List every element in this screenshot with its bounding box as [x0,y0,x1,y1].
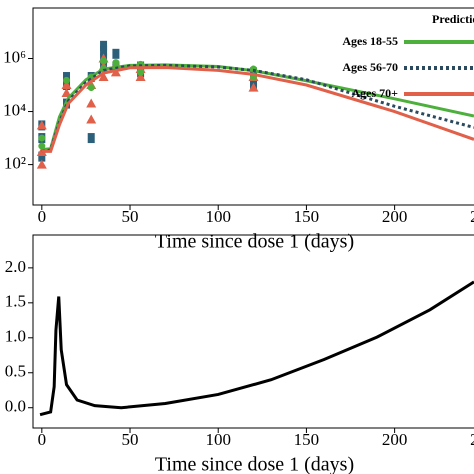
marker [38,151,46,162]
marker [100,45,108,56]
marker [86,114,97,124]
marker [98,72,109,82]
marker [100,57,108,65]
marker [112,48,120,59]
frame [32,7,474,206]
line [41,63,474,151]
x-tick-label: 250 [470,430,474,449]
marker [87,133,95,144]
marker [38,134,46,142]
marker [61,80,72,90]
y-tick-label: 0.0 [5,397,26,416]
x-axis-label: Time since dose 1 (days) [155,454,354,474]
marker [137,68,145,76]
x-tick-label: 200 [382,207,408,226]
marker [36,159,47,169]
x-axis-label: Time since dose 1 (days) [155,231,354,253]
frame [32,234,474,429]
y-tick-label: 10⁴ [3,100,26,119]
x-tick-label: 50 [122,207,139,226]
y-tick-label: 1.0 [5,327,26,346]
y-tick-label: 1.5 [5,292,26,311]
x-tick-label: 200 [382,430,408,449]
legend-label: Ages 56-70 [342,60,398,74]
x-tick-label: 100 [205,207,231,226]
y-tick-label: 2.0 [5,257,26,276]
y-tick-label: 10⁶ [3,47,26,66]
legend-title: Predictions [432,12,474,26]
marker [61,88,72,98]
legend-label: Ages 70+ [352,86,399,100]
y-tick-label: 0.5 [5,362,26,381]
x-tick-label: 0 [38,207,47,226]
marker [135,72,146,82]
x-tick-label: 50 [122,430,139,449]
legend-label: Ages 18-55 [342,34,398,48]
marker [36,120,47,130]
marker [248,82,259,92]
line [41,66,474,153]
x-tick-label: 150 [294,430,320,449]
line [39,280,474,417]
x-tick-label: 150 [294,207,320,226]
x-tick-label: 250 [470,207,474,226]
marker [63,76,71,84]
plot [39,280,474,417]
marker [112,59,120,67]
marker [87,84,95,92]
x-tick-label: 100 [205,430,231,449]
y-tick-label: 10² [4,154,26,173]
marker [86,98,97,108]
x-tick-label: 0 [38,430,47,449]
plot [36,40,474,169]
